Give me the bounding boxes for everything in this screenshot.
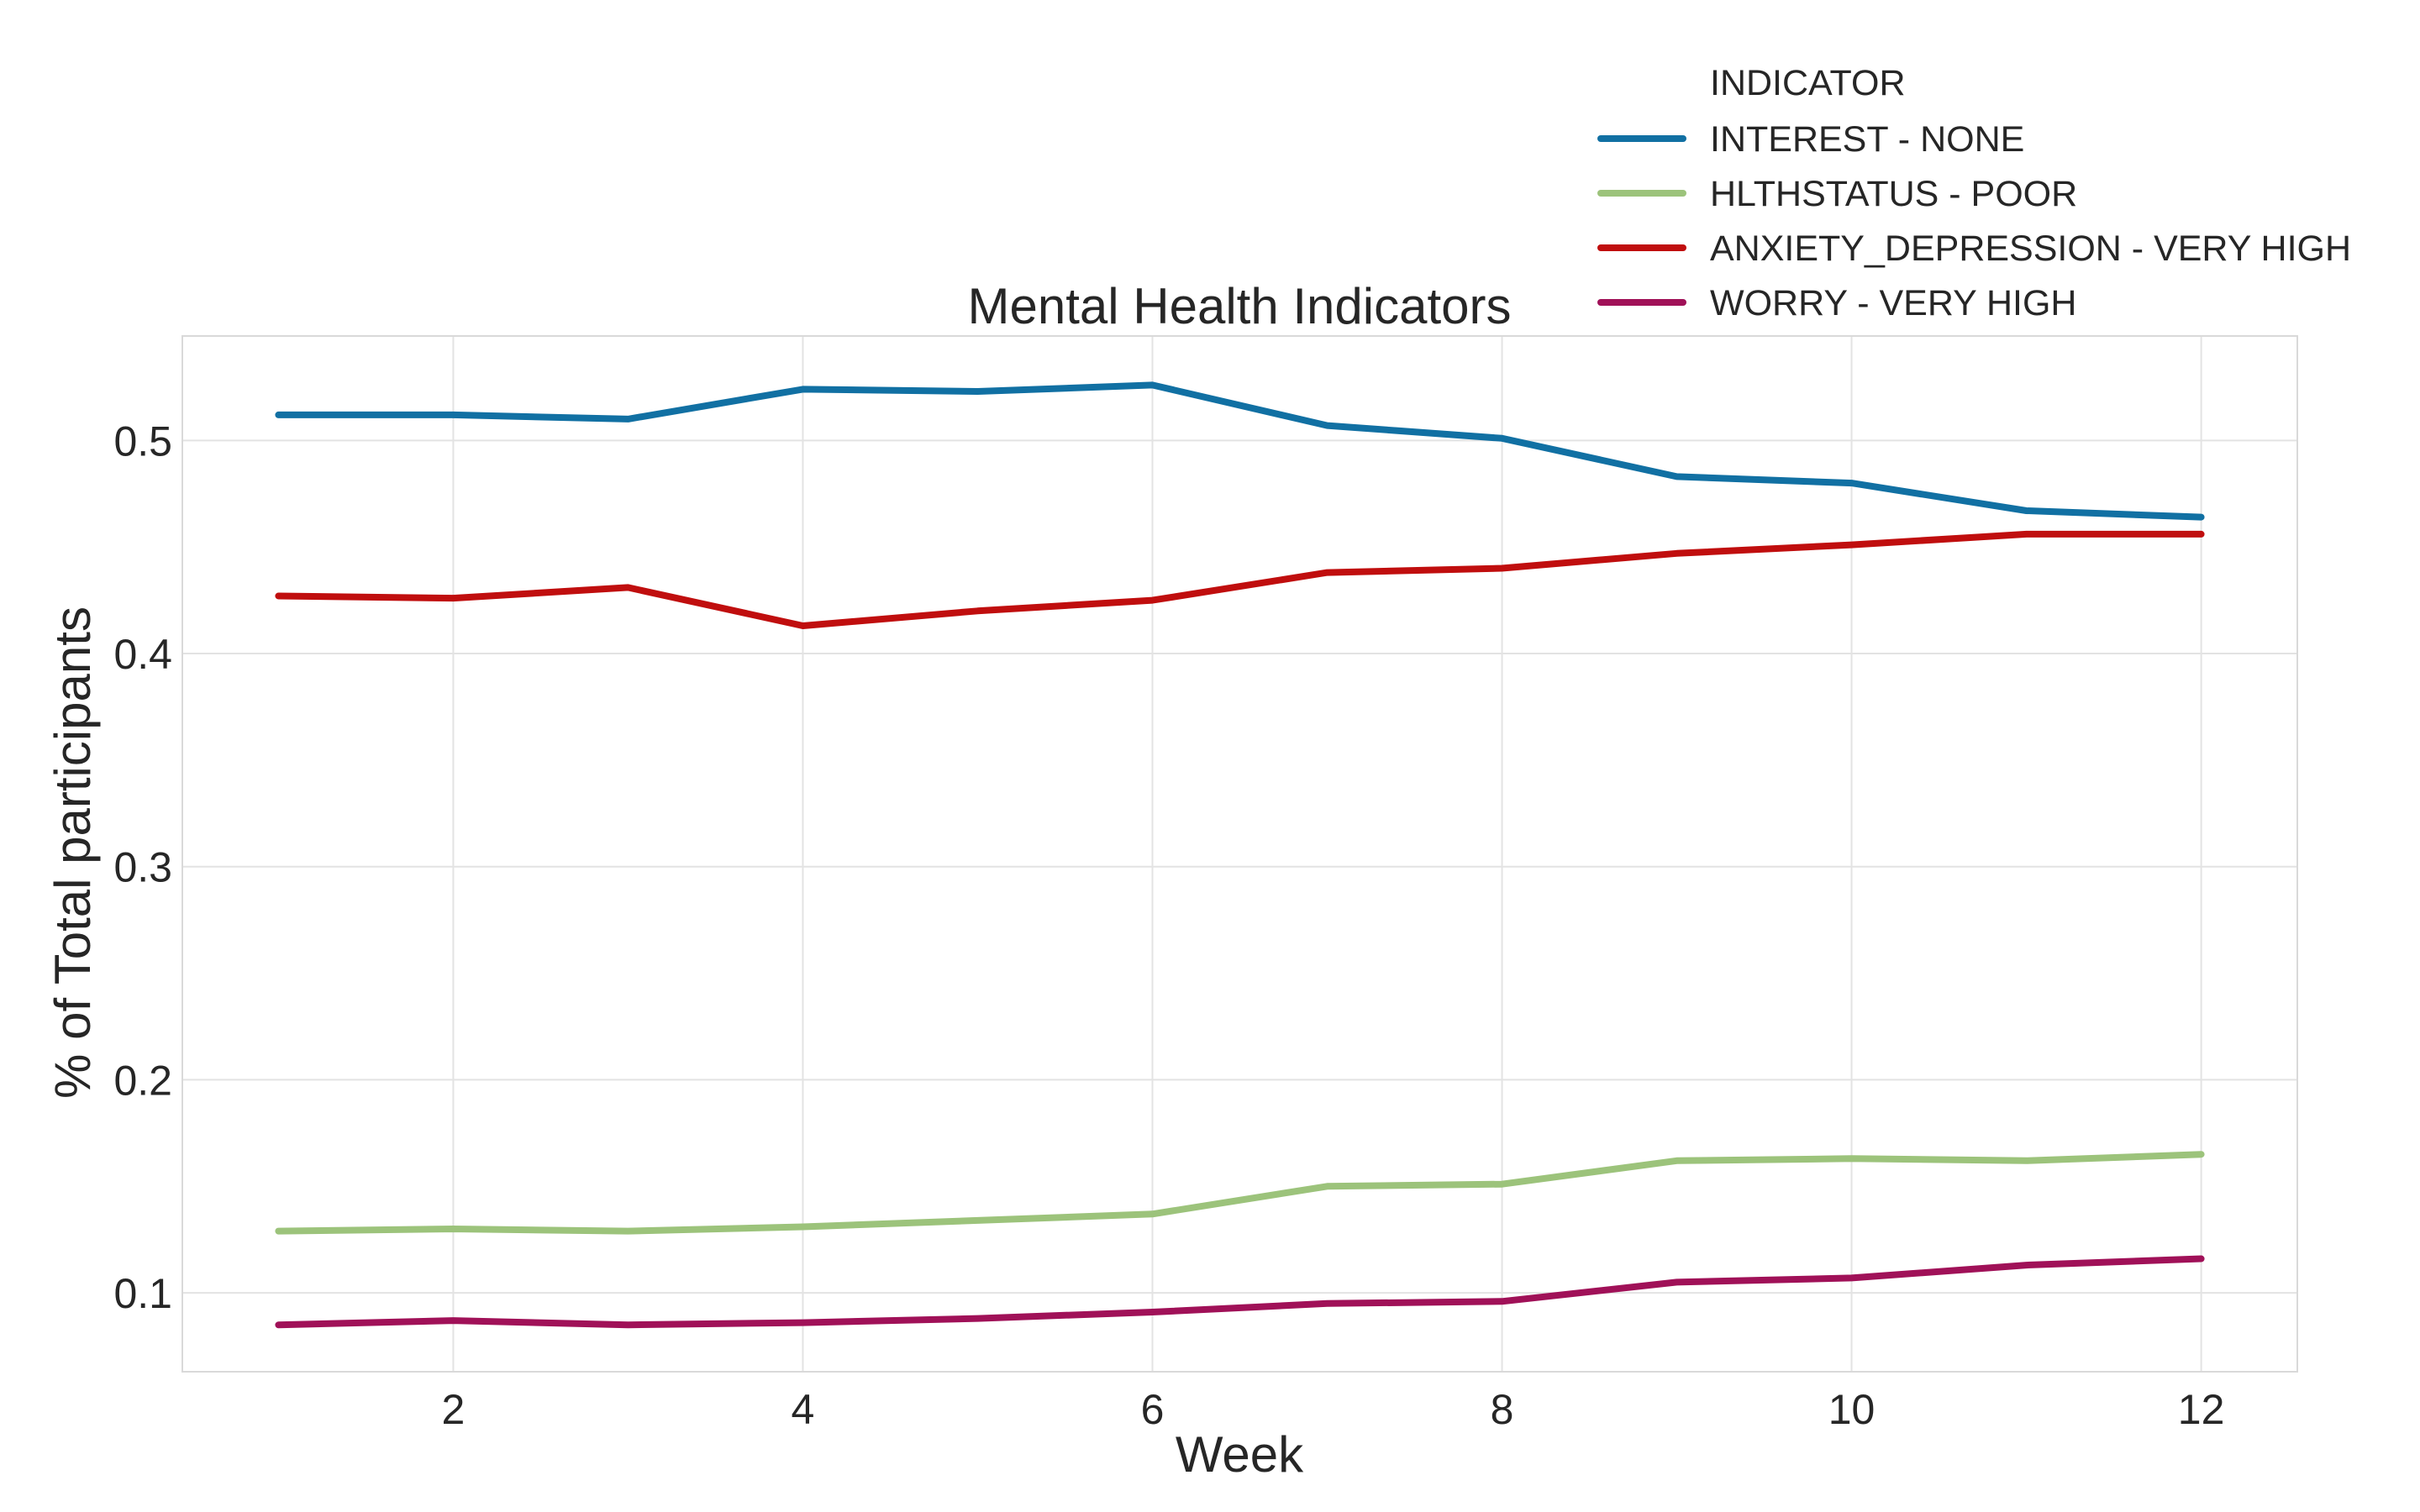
x-tick-label: 8	[1491, 1386, 1514, 1433]
legend-title: INDICATOR	[1710, 63, 1906, 103]
chart-title: Mental Health Indicators	[968, 278, 1512, 334]
y-tick-label: 0.1	[113, 1270, 172, 1317]
x-tick-label: 6	[1141, 1386, 1165, 1433]
legend-label: INTEREST - NONE	[1710, 119, 2024, 160]
x-tick-labels: 2 4 6 8 10 12	[442, 1386, 2225, 1433]
x-tick-label: 10	[1828, 1386, 1876, 1433]
x-tick-label: 4	[792, 1386, 815, 1433]
legend: INDICATOR INTEREST - NONE HLTHSTATUS - PO…	[1597, 63, 2351, 323]
y-tick-label: 0.4	[113, 631, 172, 678]
grid	[182, 336, 2297, 1372]
series-line-0	[275, 381, 2205, 521]
series-lines	[275, 381, 2205, 1329]
legend-label: HLTHSTATUS - POOR	[1710, 174, 2077, 214]
series-line-1	[275, 1151, 2205, 1235]
x-axis-label: Week	[1176, 1426, 1304, 1483]
x-tick-label: 2	[442, 1386, 466, 1433]
plot-area-frame	[182, 335, 2298, 1373]
y-tick-labels: 0.1 0.2 0.3 0.4 0.5	[113, 417, 172, 1317]
series-line-2	[275, 530, 2205, 629]
y-tick-label: 0.2	[113, 1057, 172, 1104]
legend-label: WORRY - VERY HIGH	[1710, 283, 2076, 323]
y-tick-label: 0.5	[113, 417, 172, 465]
x-tick-label: 12	[2178, 1386, 2225, 1433]
y-tick-label: 0.3	[113, 844, 172, 891]
y-axis-label: % of Total participants	[45, 606, 101, 1099]
legend-items: INTEREST - NONE HLTHSTATUS - POOR ANXIETY_…	[1597, 119, 2351, 323]
series-line-3	[275, 1255, 2205, 1329]
legend-label: ANXIETY_DEPRESSION - VERY HIGH	[1710, 228, 2351, 269]
